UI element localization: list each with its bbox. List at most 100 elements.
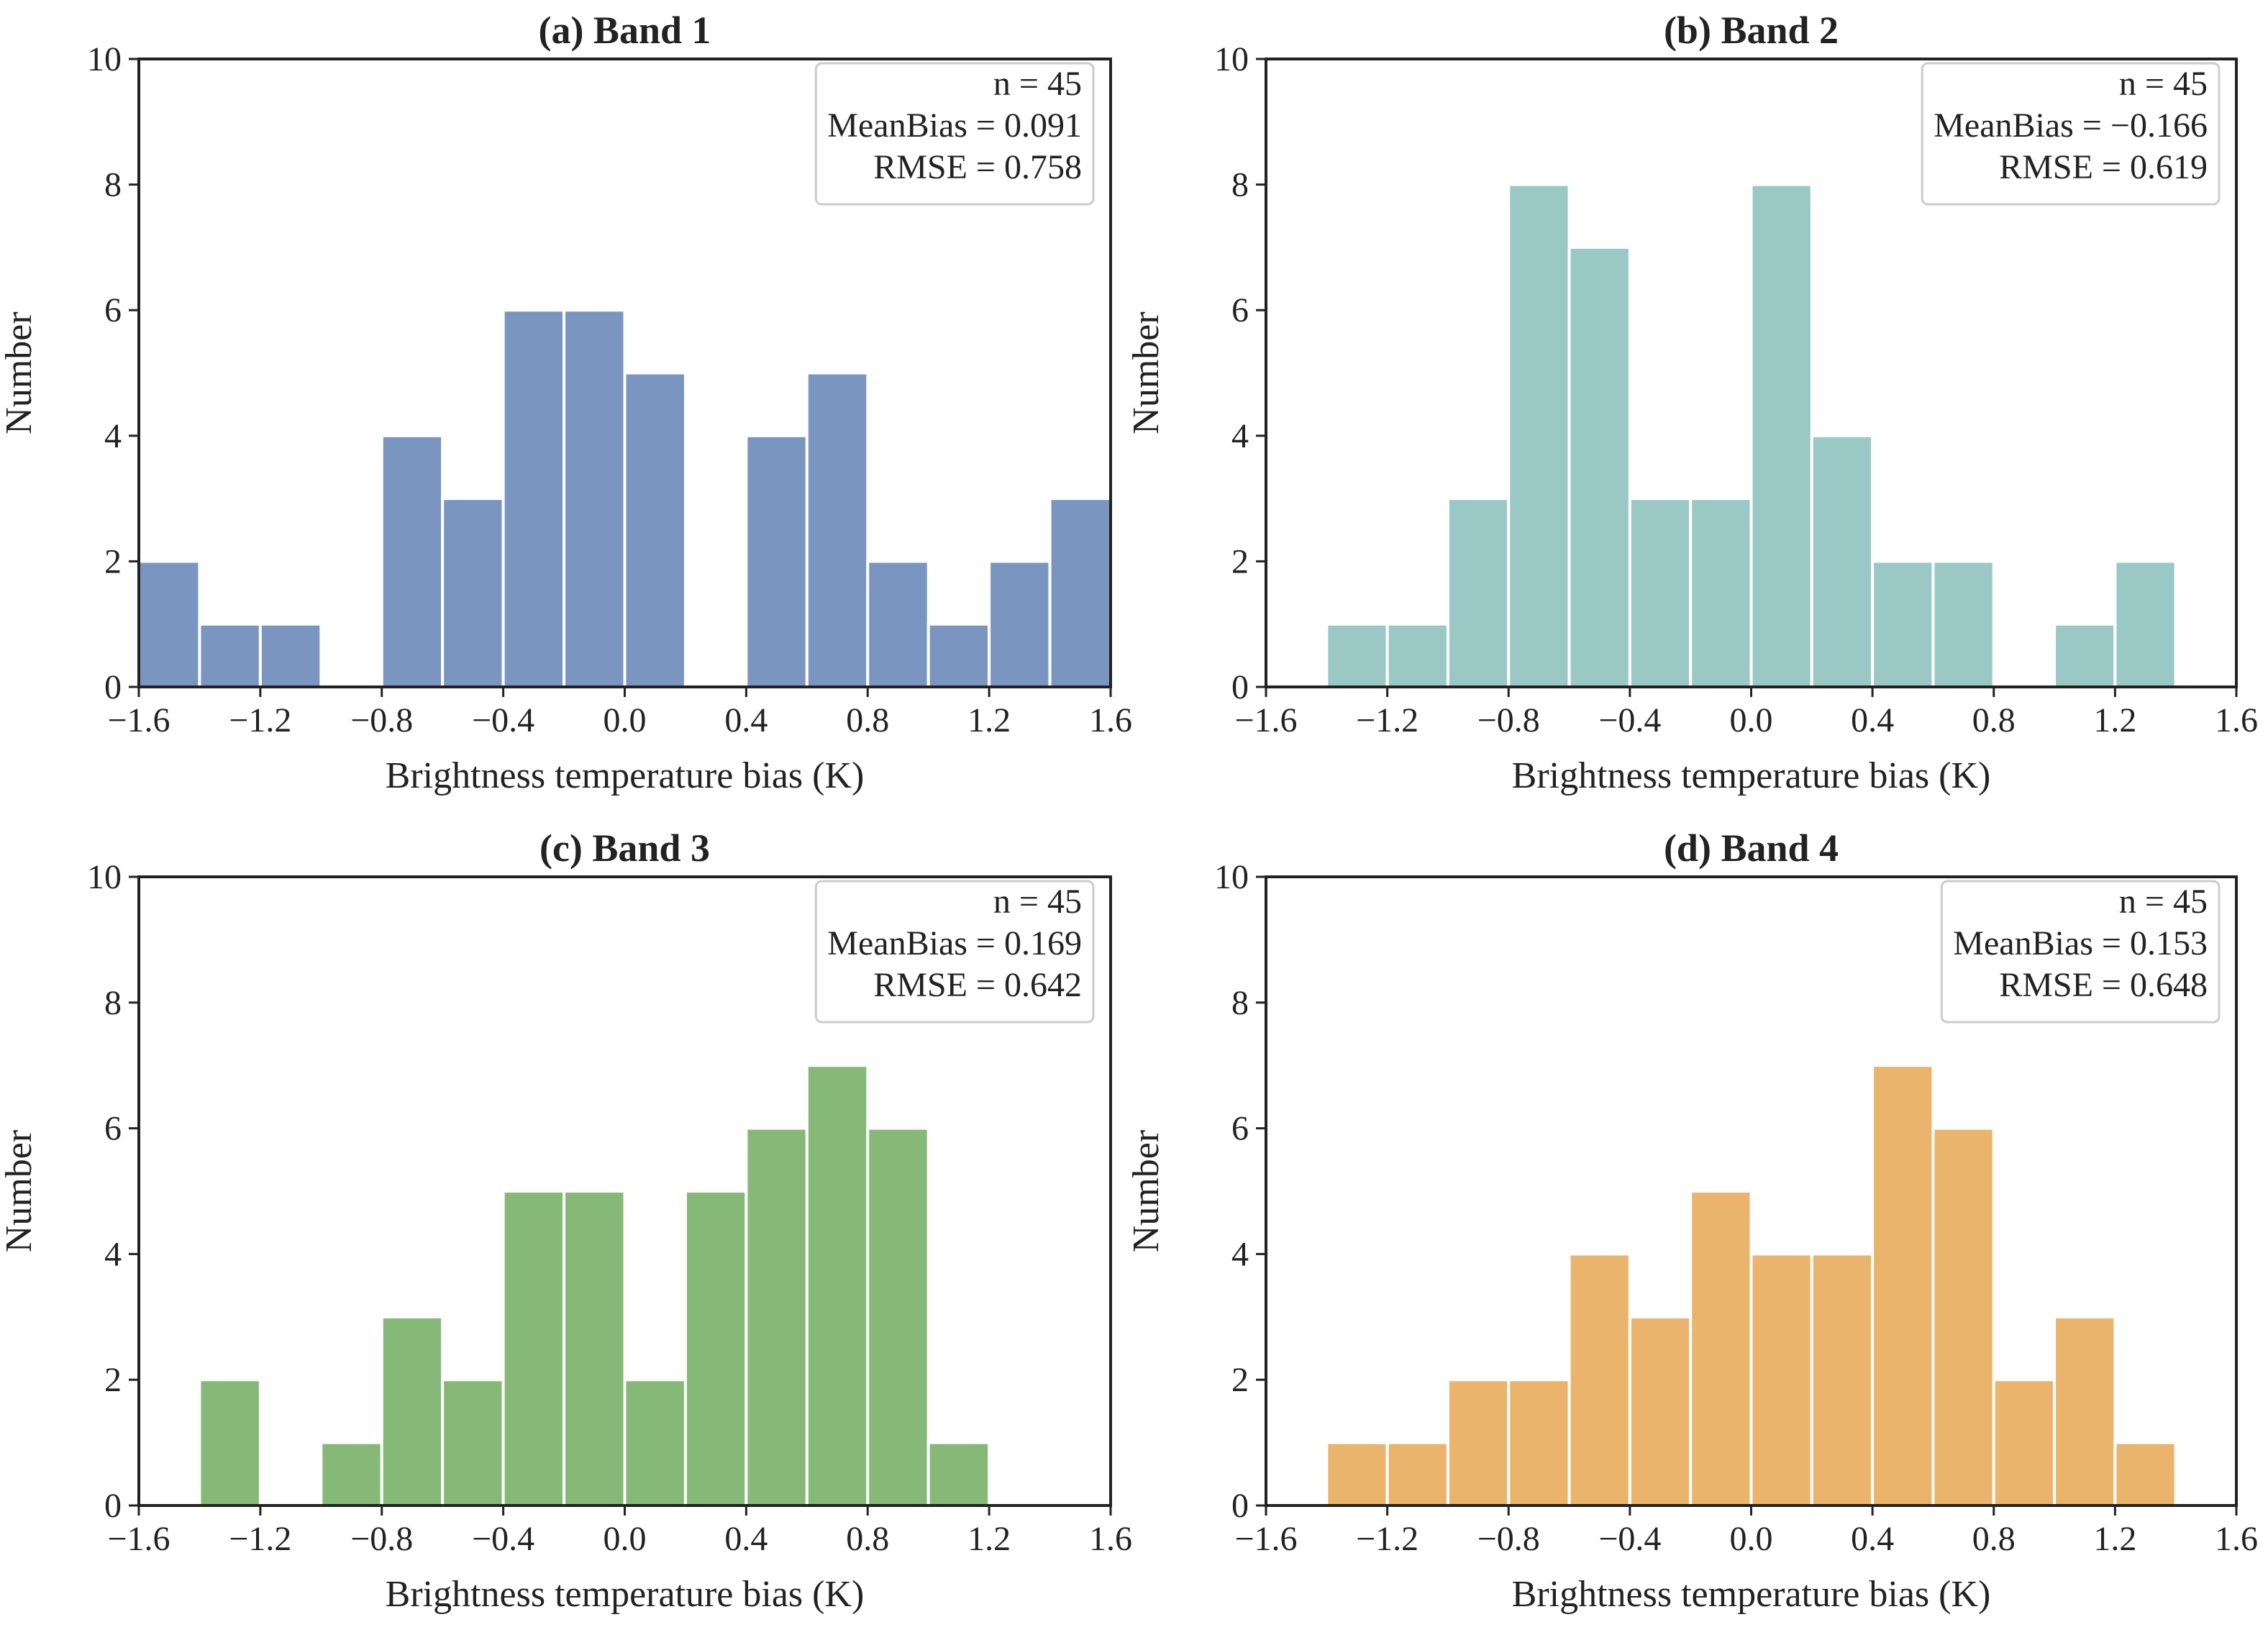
histogram-bar xyxy=(866,1126,930,1507)
y-axis-label: Number xyxy=(0,1130,40,1252)
x-tick-label: 0.0 xyxy=(1730,701,1773,739)
histogram-bar xyxy=(1446,1378,1511,1507)
x-tick-label: −0.4 xyxy=(1598,1520,1661,1558)
stats-line: RMSE = 0.619 xyxy=(1999,148,2208,186)
y-tick-label: 2 xyxy=(104,1361,122,1399)
histogram-bar xyxy=(1628,497,1693,688)
y-tick-label: 6 xyxy=(1231,1110,1249,1148)
histogram-bar xyxy=(2113,560,2177,689)
stats-line: MeanBias = 0.153 xyxy=(1953,924,2208,962)
histogram-bar xyxy=(1992,1378,2057,1507)
subplot-0: −1.6 −1.2 −0.8 −0.4 0.0 0.4 0.8 1.2 1.6 0 2 4 6 8 10 Br… xyxy=(0,9,1132,796)
histogram-bar xyxy=(623,371,687,688)
histogram-bar xyxy=(319,1441,383,1507)
histogram-bar xyxy=(1931,560,1995,689)
y-tick-label: 6 xyxy=(104,1110,122,1148)
y-tick-label: 8 xyxy=(1231,984,1249,1022)
y-tick-label: 10 xyxy=(87,40,122,78)
y-axis-label: Number xyxy=(1126,1130,1167,1252)
histogram-bar xyxy=(1567,245,1631,688)
histogram-bar xyxy=(198,622,262,689)
histogram-bar xyxy=(1810,1252,1875,1508)
x-tick-label: −1.2 xyxy=(1356,1520,1418,1558)
x-axis-label: Brightness temperature bias (K) xyxy=(386,755,865,796)
x-tick-label: −1.6 xyxy=(1234,701,1297,739)
x-tick-label: −0.8 xyxy=(350,1520,413,1558)
x-tick-label: 1.6 xyxy=(1089,1520,1132,1558)
y-tick-label: 4 xyxy=(104,1235,122,1273)
y-axis-label: Number xyxy=(1126,311,1167,434)
y-tick-label: 10 xyxy=(1214,40,1249,78)
x-axis-label: Brightness temperature bias (K) xyxy=(386,1574,865,1615)
stats-box xyxy=(814,880,1095,1024)
stats-line: MeanBias = 0.091 xyxy=(827,106,1082,145)
y-tick-label: 0 xyxy=(1231,1487,1249,1525)
subplot-2: −1.6 −1.2 −0.8 −0.4 0.0 0.4 0.8 1.2 1.6 0 2 4 6 8 10 Br… xyxy=(0,826,1132,1615)
x-axis-label: Brightness temperature bias (K) xyxy=(1512,1574,1991,1615)
histogram-bar xyxy=(1628,1315,1693,1508)
x-tick-label: −0.8 xyxy=(350,701,413,739)
histogram-bar xyxy=(2053,622,2117,689)
x-tick-label: 1.6 xyxy=(2215,701,2258,739)
x-tick-label: 0.8 xyxy=(846,1520,889,1558)
histogram-bar xyxy=(1325,1441,1389,1507)
y-tick-label: 8 xyxy=(1231,166,1249,204)
stats-line: n = 45 xyxy=(993,883,1082,921)
histogram-bar xyxy=(501,309,566,688)
y-tick-label: 0 xyxy=(104,668,122,706)
histogram-bar xyxy=(1385,622,1449,689)
stats-line: RMSE = 0.648 xyxy=(1999,966,2208,1004)
stats-line: n = 45 xyxy=(2119,883,2208,921)
y-tick-label: 4 xyxy=(1231,1235,1249,1273)
x-tick-label: 1.6 xyxy=(2215,1520,2258,1558)
x-tick-label: 0.4 xyxy=(1851,1520,1894,1558)
stats-box xyxy=(1940,880,2221,1024)
subplot-1: −1.6 −1.2 −0.8 −0.4 0.0 0.4 0.8 1.2 1.6 0 2 4 6 8 10 Br… xyxy=(1126,9,2258,796)
y-tick-label: 6 xyxy=(1231,291,1249,329)
y-tick-label: 8 xyxy=(104,984,122,1022)
x-tick-label: 1.2 xyxy=(2093,1520,2136,1558)
y-tick-label: 0 xyxy=(1231,668,1249,706)
histogram-bar xyxy=(1931,1126,1995,1507)
x-tick-label: −0.8 xyxy=(1477,1520,1540,1558)
x-tick-label: −0.4 xyxy=(472,1520,534,1558)
y-tick-label: 2 xyxy=(1231,1361,1249,1399)
histogram-bar xyxy=(380,1315,445,1508)
stats-line: n = 45 xyxy=(993,65,1082,103)
x-tick-label: −1.2 xyxy=(1356,701,1418,739)
stats-line: MeanBias = −0.166 xyxy=(1934,106,2208,145)
histogram-bar xyxy=(988,560,1052,689)
x-tick-label: 1.2 xyxy=(2093,701,2136,739)
x-tick-label: 1.6 xyxy=(1089,701,1132,739)
x-tick-label: −1.6 xyxy=(1234,1520,1297,1558)
x-tick-label: −0.8 xyxy=(1477,701,1540,739)
x-tick-label: 1.2 xyxy=(967,1520,1011,1558)
histogram-bar xyxy=(1871,560,1935,689)
histogram-bar xyxy=(1749,183,1813,689)
histogram-bar xyxy=(1507,183,1571,689)
x-tick-label: 0.0 xyxy=(604,701,647,739)
stats-box xyxy=(1921,62,2221,206)
subplot-title: (c) Band 3 xyxy=(539,826,710,870)
histogram-bar xyxy=(380,434,445,688)
y-tick-label: 8 xyxy=(104,166,122,204)
stats-box xyxy=(814,62,1095,206)
histogram-bar xyxy=(441,1378,505,1507)
histogram-bar xyxy=(1749,1252,1813,1508)
histogram-bar xyxy=(1507,1378,1571,1507)
x-tick-label: −1.2 xyxy=(229,701,291,739)
histogram-bar xyxy=(441,497,505,688)
histogram-bar xyxy=(683,1190,748,1507)
subplot-title: (b) Band 2 xyxy=(1664,9,1839,52)
histogram-bar xyxy=(1810,434,1875,688)
x-tick-label: 0.8 xyxy=(846,701,889,739)
histogram-bar xyxy=(1689,1190,1753,1507)
y-tick-label: 0 xyxy=(104,1487,122,1525)
histogram-bar xyxy=(1325,622,1389,689)
histogram-bar xyxy=(926,622,991,689)
x-tick-label: −0.4 xyxy=(1598,701,1661,739)
histogram-bar xyxy=(805,1064,870,1507)
histogram-bar xyxy=(744,1126,809,1507)
stats-line: RMSE = 0.758 xyxy=(873,148,1082,186)
